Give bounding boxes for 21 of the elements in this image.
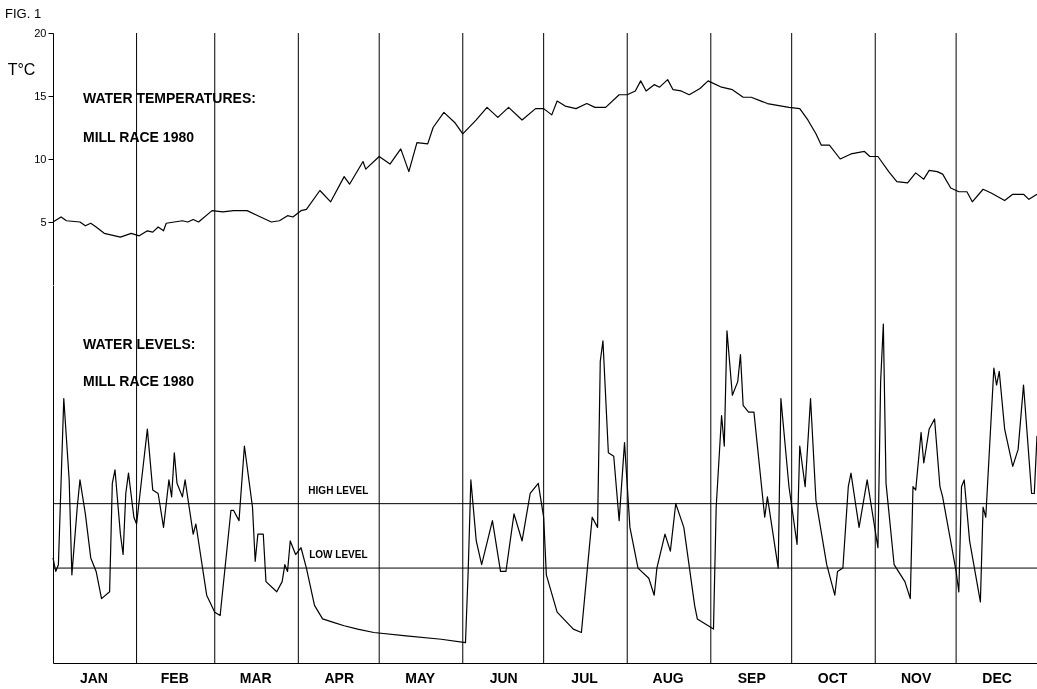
y-tick-label: 10 [34, 152, 47, 165]
x-tick-label: JUN [489, 669, 518, 686]
x-tick-label: JUL [571, 669, 599, 686]
x-tick-label: NOV [901, 669, 933, 686]
annotation: WATER LEVELS: [83, 336, 196, 352]
y-axis-title: T°C [7, 60, 36, 78]
x-tick-label: OCT [817, 669, 848, 686]
y-tick-label: 15 [34, 89, 47, 102]
ref-line-label: LOW LEVEL [309, 549, 368, 561]
y-tick-label: 5 [40, 215, 47, 228]
x-tick-label: FEB [160, 669, 189, 686]
x-tick-label: AUG [652, 669, 684, 686]
x-tick-label: APR [324, 669, 355, 686]
x-tick-label: SEP [737, 669, 766, 686]
y-tick-label: 20 [34, 26, 47, 39]
x-tick-label: MAY [405, 669, 436, 686]
ref-line-label: HIGH LEVEL [308, 484, 369, 496]
chart-title: FIG. 1 [5, 6, 42, 21]
x-tick-label: JAN [79, 669, 108, 686]
x-tick-label: MAR [239, 669, 272, 686]
x-tick-label: DEC [982, 669, 1012, 686]
